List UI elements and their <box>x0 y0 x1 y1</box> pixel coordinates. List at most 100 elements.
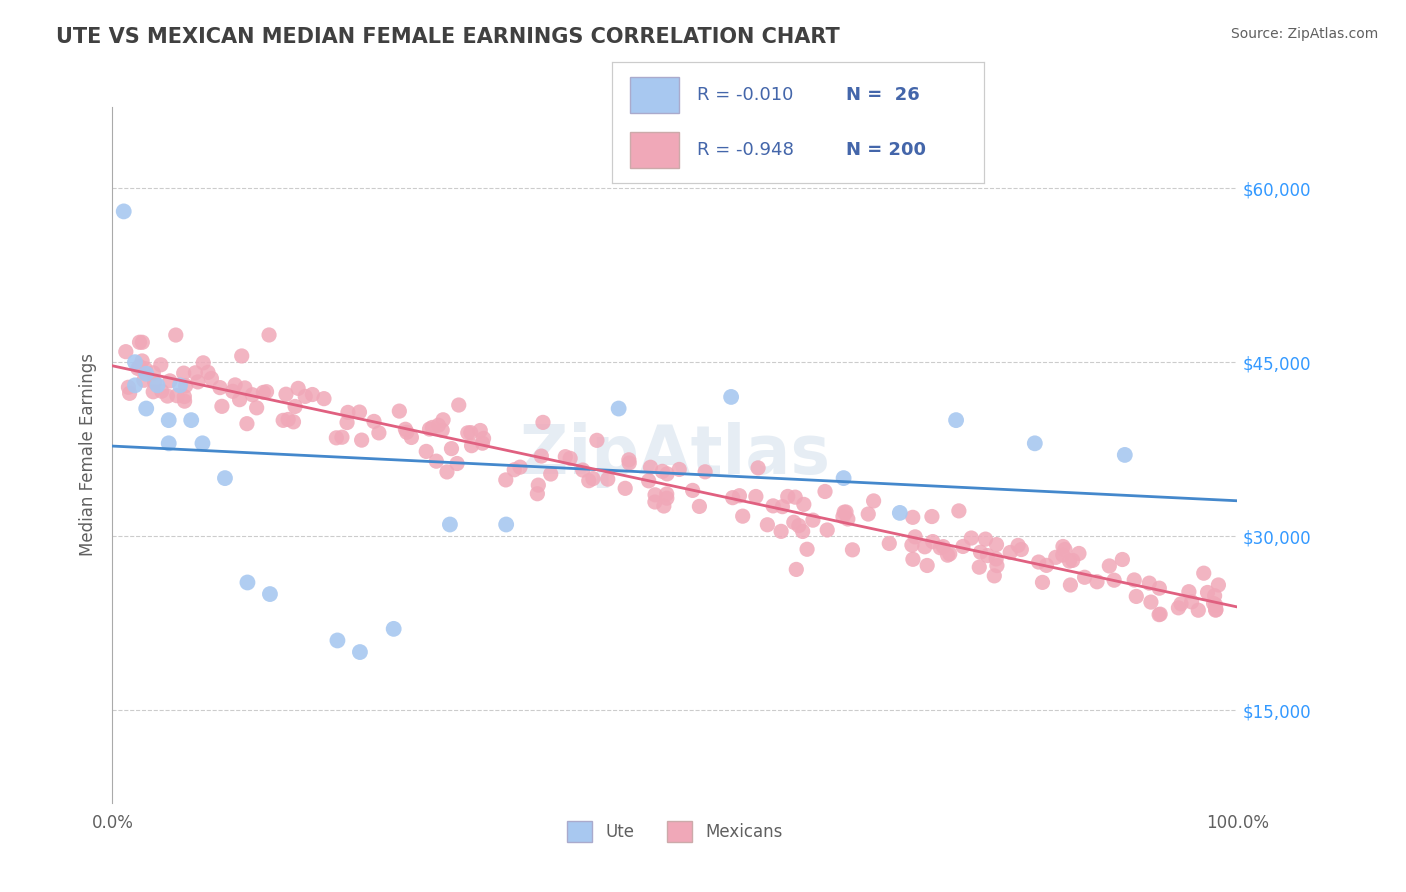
Y-axis label: Median Female Earnings: Median Female Earnings <box>79 353 97 557</box>
Ute <box>180 413 202 427</box>
Ute <box>135 401 157 416</box>
Mexicans <box>832 505 855 519</box>
Mexicans <box>159 374 181 388</box>
Mexicans <box>471 436 494 450</box>
Ute <box>214 471 236 485</box>
Mexicans <box>837 512 859 526</box>
Mexicans <box>1125 590 1147 604</box>
Text: N = 200: N = 200 <box>846 141 927 160</box>
Mexicans <box>644 495 666 509</box>
Mexicans <box>1202 597 1225 611</box>
Legend: Ute, Mexicans: Ute, Mexicans <box>558 814 792 850</box>
Mexicans <box>644 488 666 502</box>
Mexicans <box>252 385 274 400</box>
Mexicans <box>174 378 197 392</box>
Ute <box>191 436 214 450</box>
Mexicans <box>287 381 309 395</box>
Ute <box>157 413 180 427</box>
Mexicans <box>173 394 195 409</box>
Ute <box>112 204 135 219</box>
Mexicans <box>785 490 807 504</box>
Mexicans <box>472 431 495 445</box>
Mexicans <box>401 430 423 444</box>
Mexicans <box>1170 597 1192 611</box>
Mexicans <box>208 381 231 395</box>
Mexicans <box>614 481 637 495</box>
Mexicans <box>128 335 150 350</box>
Mexicans <box>128 359 150 374</box>
Mexicans <box>651 464 673 478</box>
Mexicans <box>986 538 1008 552</box>
Mexicans <box>756 517 779 532</box>
Mexicans <box>211 400 233 414</box>
Mexicans <box>858 507 880 521</box>
Mexicans <box>983 569 1005 583</box>
Mexicans <box>1178 584 1201 599</box>
Mexicans <box>257 328 280 343</box>
Ute <box>495 517 517 532</box>
Mexicans <box>560 451 582 466</box>
Mexicans <box>200 371 222 385</box>
Mexicans <box>274 387 297 401</box>
Mexicans <box>814 484 837 499</box>
Mexicans <box>1181 595 1204 609</box>
Mexicans <box>526 487 548 501</box>
Mexicans <box>1085 574 1108 589</box>
Mexicans <box>586 434 609 448</box>
Mexicans <box>231 349 253 363</box>
Mexicans <box>1098 558 1121 573</box>
Bar <box>630 132 679 169</box>
Mexicans <box>173 390 195 404</box>
Mexicans <box>420 420 443 434</box>
Mexicans <box>432 413 454 427</box>
Mexicans <box>294 389 316 403</box>
Mexicans <box>787 518 810 533</box>
Mexicans <box>776 490 799 504</box>
Mexicans <box>277 412 299 426</box>
Mexicans <box>986 552 1008 566</box>
Mexicans <box>415 444 437 458</box>
Mexicans <box>921 534 943 549</box>
Mexicans <box>117 380 139 394</box>
Ute <box>382 622 405 636</box>
Ute <box>349 645 371 659</box>
Mexicans <box>747 461 769 475</box>
Mexicans <box>495 473 517 487</box>
Mexicans <box>1102 573 1125 587</box>
Mexicans <box>132 373 155 387</box>
Mexicans <box>284 400 307 414</box>
Mexicans <box>1197 585 1219 599</box>
Ute <box>1114 448 1136 462</box>
Ute <box>326 633 349 648</box>
Mexicans <box>582 472 605 486</box>
Mexicans <box>969 560 991 574</box>
Ute <box>124 378 146 392</box>
Mexicans <box>796 542 818 557</box>
Mexicans <box>394 422 416 436</box>
Mexicans <box>1208 578 1230 592</box>
Mexicans <box>914 540 936 554</box>
Mexicans <box>728 489 751 503</box>
Mexicans <box>142 366 165 380</box>
Mexicans <box>1187 603 1209 617</box>
Mexicans <box>540 467 562 481</box>
Mexicans <box>948 504 970 518</box>
Mexicans <box>165 328 187 343</box>
Mexicans <box>1140 595 1163 609</box>
Mexicans <box>619 456 641 470</box>
Mexicans <box>222 384 245 399</box>
Mexicans <box>655 487 678 501</box>
Mexicans <box>184 366 207 380</box>
Mexicans <box>349 405 371 419</box>
Mexicans <box>862 494 884 508</box>
Mexicans <box>436 465 458 479</box>
Ute <box>169 378 191 392</box>
Ute <box>945 413 967 427</box>
Mexicans <box>998 545 1021 559</box>
Mexicans <box>193 356 215 370</box>
Mexicans <box>877 536 900 550</box>
Mexicans <box>312 392 335 406</box>
Mexicans <box>470 424 492 438</box>
Mexicans <box>792 524 814 539</box>
Mexicans <box>246 401 269 415</box>
